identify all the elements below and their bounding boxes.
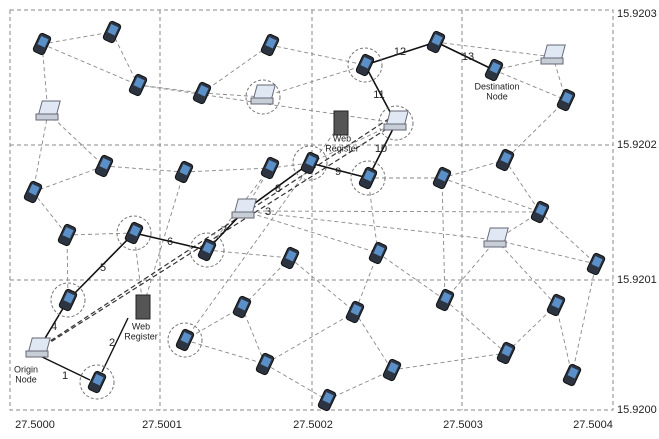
x-axis-label: 27.5003 [443, 419, 483, 431]
laptop-screen [487, 228, 508, 241]
node-label: Origin [14, 364, 38, 374]
dashed-link [442, 178, 540, 212]
dashed-link [48, 113, 104, 166]
dashed-link [556, 305, 572, 375]
x-axis-label: 27.5002 [293, 419, 333, 431]
dashed-link [207, 250, 290, 258]
dashed-link [505, 100, 566, 160]
dashed-link [33, 113, 48, 192]
hop-number: 4 [51, 321, 57, 333]
dashed-link [244, 211, 496, 240]
dashed-link [270, 45, 365, 65]
dashed-link [368, 178, 378, 253]
node-label: Destination [474, 81, 519, 91]
laptop-base [541, 58, 563, 64]
hop-number: 3 [265, 206, 271, 218]
hop-number: 2 [109, 337, 115, 349]
laptop-base [251, 98, 273, 104]
dashed-link [436, 42, 553, 57]
laptop-base [384, 124, 406, 130]
laptop-screen [235, 199, 256, 212]
hop-number: 10 [375, 143, 387, 155]
y-axis-label: 15.9203 [617, 8, 657, 20]
laptop-base [484, 241, 506, 247]
dashed-link [442, 160, 505, 178]
dashed-link [445, 300, 506, 353]
laptop-screen [29, 338, 50, 351]
dashed-link [392, 353, 506, 370]
dashed-link [445, 240, 496, 300]
dashed-link [540, 212, 596, 264]
y-axis-label: 15.9201 [617, 274, 657, 286]
dashed-link [184, 168, 270, 172]
dashed-link [242, 307, 265, 364]
dashed-link [42, 32, 112, 44]
dashed-link [378, 253, 445, 300]
hop-number: 12 [394, 46, 406, 58]
hop-number: 1 [62, 370, 68, 382]
hop-number: 5 [100, 262, 106, 274]
grid [10, 10, 613, 410]
x-axis-label: 27.5001 [142, 419, 182, 431]
dashed-link [327, 370, 392, 400]
dashed-link [138, 85, 202, 93]
x-axis-label: 27.5004 [573, 419, 613, 431]
dashed-link [244, 211, 540, 212]
dashed-link [104, 166, 184, 172]
dashed-link [265, 364, 327, 400]
texts: 27.5000 27.5001 27.5002 27.5003 27.5004 15.92… [14, 8, 657, 431]
hop-number: 8 [275, 183, 281, 195]
dashed-link [572, 264, 596, 375]
dashed-link [33, 192, 67, 235]
dashed-link [112, 32, 138, 85]
dashed-link [505, 160, 540, 212]
dashed-link [263, 65, 365, 97]
laptop-screen [254, 85, 275, 98]
laptop-base [36, 114, 58, 120]
dashed-link [265, 312, 355, 364]
y-axis-label: 15.9202 [617, 139, 657, 151]
laptop-screen [387, 111, 408, 124]
server [136, 295, 150, 319]
y-axis-label: 15.9200 [617, 404, 657, 416]
node-label: Register [325, 143, 359, 153]
node-label: Node [15, 374, 37, 384]
node-label: Web [132, 321, 150, 331]
node-label: Node [486, 91, 508, 101]
hop-number: 7 [221, 225, 227, 237]
laptop-screen [39, 101, 60, 114]
hop-number: 6 [167, 236, 173, 248]
hop-number: 13 [462, 51, 474, 63]
hop-number: 9 [335, 166, 341, 178]
dashed-link [185, 340, 265, 364]
network-diagram: 27.5000 27.5001 27.5002 27.5003 27.5004 15.92… [0, 0, 659, 439]
node-label: Web [333, 133, 351, 143]
dashed-link [496, 240, 556, 305]
laptop-base [26, 351, 48, 357]
dashed-link [67, 233, 134, 235]
dashed-link [442, 178, 445, 300]
dashed-link [496, 240, 596, 264]
hop-number: 11 [373, 89, 384, 101]
dashed-link [42, 44, 138, 85]
x-axis-label: 27.5000 [15, 419, 55, 431]
dashed-link [33, 166, 104, 192]
server [334, 111, 348, 135]
laptop-base [232, 212, 254, 218]
dashed-link [290, 258, 355, 312]
dashed-link [355, 312, 392, 370]
laptop-screen [544, 45, 565, 58]
node-label: Register [124, 331, 158, 341]
